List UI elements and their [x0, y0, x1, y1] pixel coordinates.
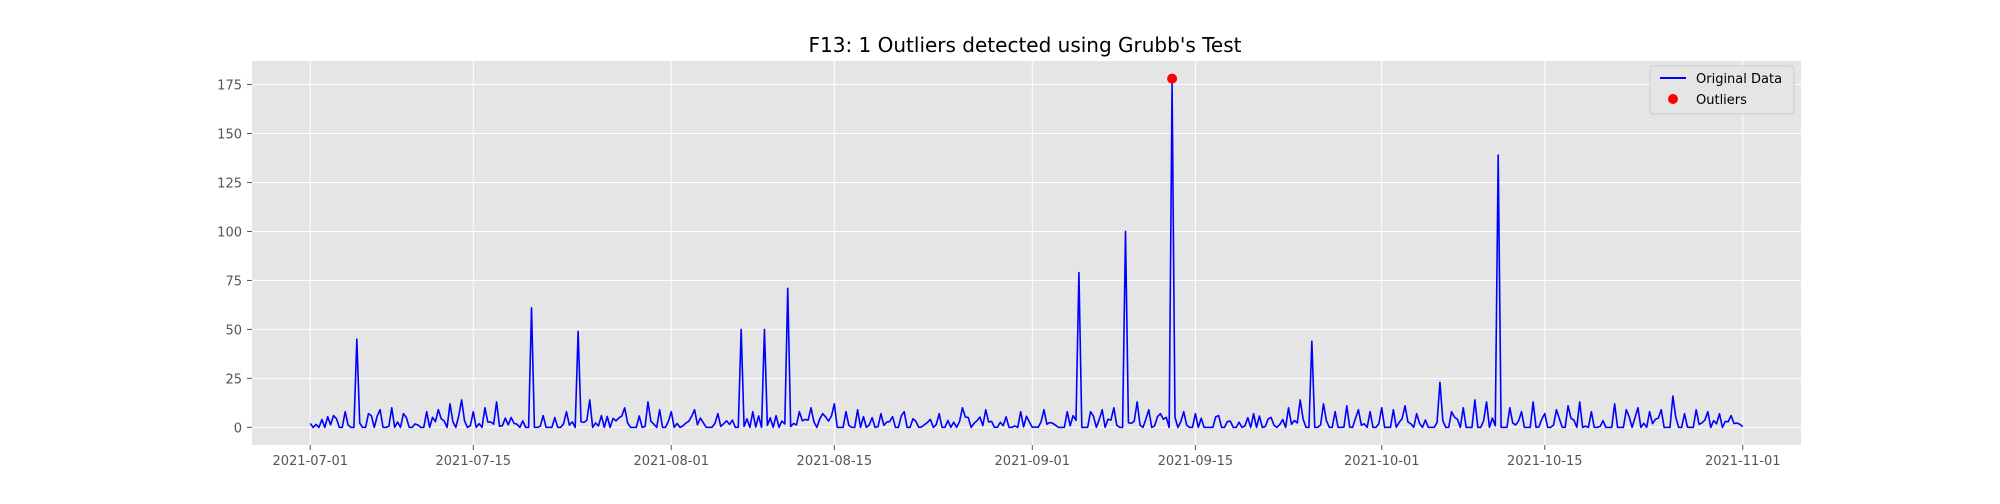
x-tick-label: 2021-07-15	[436, 454, 512, 469]
y-axis: 0 25 50 75 100 125 150 175	[217, 79, 252, 436]
plot-area	[252, 61, 1801, 445]
y-tick-label: 25	[225, 372, 242, 387]
legend-label-outliers: Outliers	[1696, 93, 1747, 108]
y-tick-label: 100	[217, 225, 242, 240]
legend: Original Data Outliers	[1649, 65, 1795, 115]
y-tick-label: 75	[225, 274, 242, 289]
legend-marker-swatch	[1668, 94, 1678, 104]
y-tick-label: 125	[217, 176, 242, 191]
y-tick-label: 50	[225, 323, 242, 338]
y-tick-label: 175	[217, 79, 242, 94]
data-layer	[309, 73, 1744, 429]
x-tick-label: 2021-08-15	[797, 454, 873, 469]
x-tick-label: 2021-08-01	[633, 454, 709, 469]
x-tick-label: 2021-10-15	[1507, 454, 1583, 469]
x-tick-label: 2021-11-01	[1705, 454, 1781, 469]
x-axis: 2021-07-01 2021-07-15 2021-08-01 2021-08-15…	[272, 445, 1781, 469]
x-tick-label: 2021-07-01	[272, 454, 348, 469]
y-tick-label: 150	[217, 127, 242, 142]
x-tick-label: 2021-09-01	[995, 454, 1071, 469]
outlier-point	[1167, 73, 1178, 84]
x-tick-label: 2021-10-01	[1344, 454, 1420, 469]
series-line-original-data	[309, 81, 1744, 429]
x-tick-label: 2021-09-15	[1158, 454, 1234, 469]
chart-title: F13: 1 Outliers detected using Grubb's T…	[809, 33, 1242, 57]
grid-lines	[252, 61, 1801, 445]
y-tick-label: 0	[234, 421, 242, 436]
legend-label-original-data: Original Data	[1696, 72, 1782, 87]
